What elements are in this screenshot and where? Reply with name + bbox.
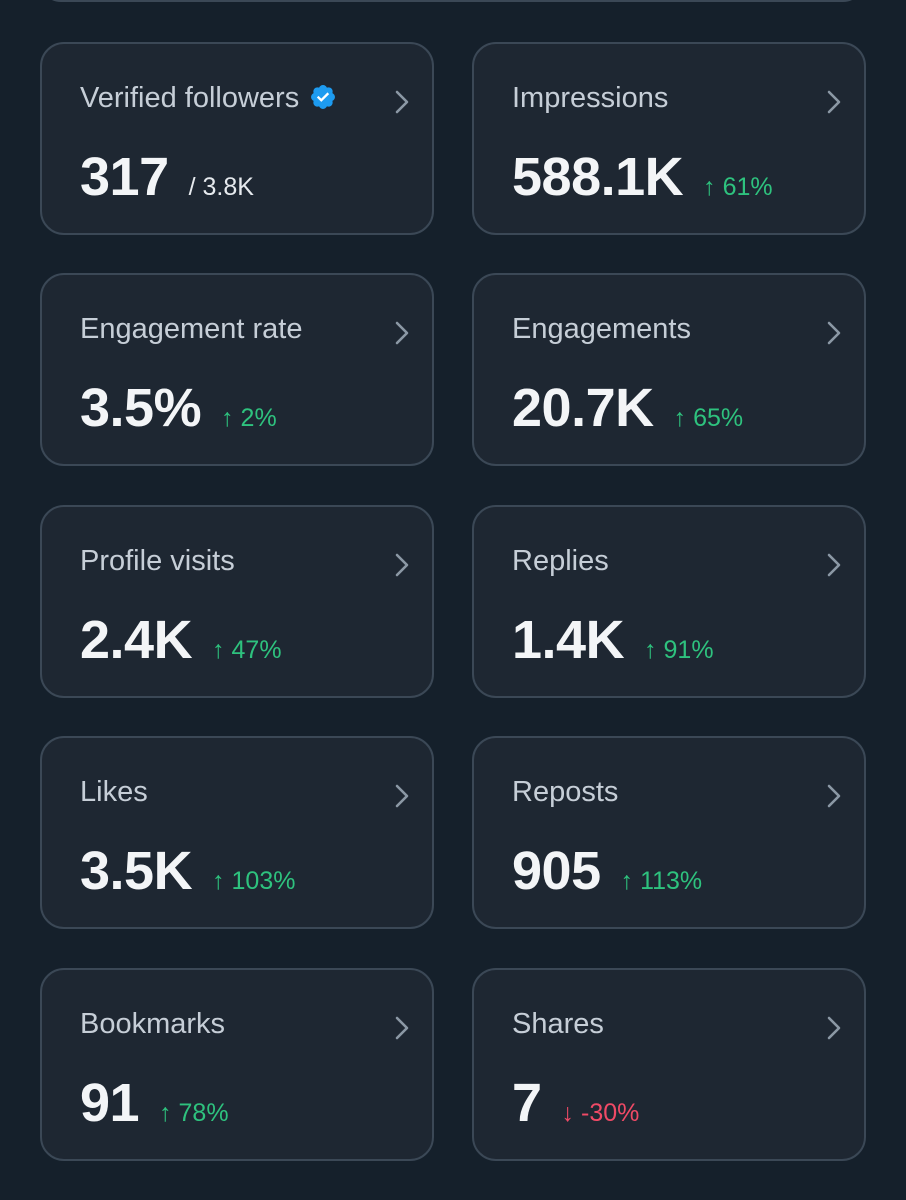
metric-value: 905	[512, 841, 601, 901]
metric-card-impressions[interactable]: Impressions 588.1K ↑ 61%	[472, 42, 866, 235]
chevron-right-icon	[827, 90, 841, 114]
verified-badge-icon	[311, 85, 336, 109]
metric-label: Engagements	[512, 313, 691, 345]
metric-value: 3.5%	[80, 378, 202, 438]
chevron-right-icon	[827, 321, 841, 345]
metric-change: ↑ 61%	[703, 173, 773, 202]
change-percent: 78%	[178, 1099, 229, 1127]
change-percent: -30%	[581, 1099, 640, 1127]
metric-card-reposts[interactable]: Reposts 905 ↑ 113%	[472, 736, 866, 929]
metric-card-replies[interactable]: Replies 1.4K ↑ 91%	[472, 505, 866, 698]
chevron-right-icon	[395, 321, 409, 345]
metric-card-bookmarks[interactable]: Bookmarks 91 ↑ 78%	[40, 968, 434, 1161]
arrow-up-icon: ↑	[644, 636, 664, 664]
metric-label: Replies	[512, 545, 609, 577]
metric-label: Impressions	[512, 82, 669, 114]
metric-label: Reposts	[512, 776, 619, 808]
chevron-right-icon	[395, 90, 409, 114]
metric-value: 588.1K	[512, 147, 684, 207]
change-percent: 113%	[640, 867, 703, 895]
chevron-right-icon	[395, 784, 409, 808]
metric-label: Shares	[512, 1008, 604, 1040]
previous-card-edge	[40, 0, 864, 2]
metric-change: ↑ 65%	[674, 404, 744, 433]
arrow-up-icon: ↑	[159, 1099, 179, 1127]
change-percent: 61%	[722, 173, 773, 201]
metric-change: ↑ 91%	[644, 636, 714, 665]
metric-card-shares[interactable]: Shares 7 ↓ -30%	[472, 968, 866, 1161]
metric-label: Bookmarks	[80, 1008, 226, 1040]
change-percent: 65%	[693, 404, 744, 432]
change-percent: 91%	[663, 636, 714, 664]
metric-label: Engagement rate	[80, 313, 303, 345]
metric-value: 91	[80, 1073, 140, 1133]
metric-change: ↑ 78%	[159, 1099, 229, 1128]
metric-label: Profile visits	[80, 545, 235, 577]
change-percent: 103%	[231, 867, 296, 895]
metric-label: Verified followers	[80, 82, 337, 115]
chevron-right-icon	[395, 1016, 409, 1040]
metric-label: Likes	[80, 776, 148, 808]
metric-card-profile-visits[interactable]: Profile visits 2.4K ↑ 47%	[40, 505, 434, 698]
metric-value: 317	[80, 147, 169, 207]
metric-change: ↑ 47%	[212, 636, 282, 665]
arrow-up-icon: ↑	[703, 173, 723, 201]
metric-value: 20.7K	[512, 378, 654, 438]
chevron-right-icon	[395, 553, 409, 577]
metric-change: ↑ 103%	[212, 867, 295, 896]
arrow-up-icon: ↑	[212, 867, 232, 895]
arrow-up-icon: ↑	[673, 404, 694, 432]
metric-card-likes[interactable]: Likes 3.5K ↑ 103%	[40, 736, 434, 929]
metric-change: ↓ -30%	[562, 1099, 640, 1128]
arrow-down-icon: ↓	[561, 1099, 581, 1127]
change-percent: 47%	[231, 636, 282, 664]
chevron-right-icon	[827, 784, 841, 808]
metric-change: ↑ 113%	[621, 867, 703, 896]
metric-card-engagement-rate[interactable]: Engagement rate 3.5% ↑ 2%	[40, 273, 434, 466]
metric-card-verified-followers[interactable]: Verified followers 317 / 3.8K	[40, 42, 434, 235]
arrow-up-icon: ↑	[620, 867, 641, 895]
metric-value: 1.4K	[512, 610, 625, 670]
metric-value: 3.5K	[80, 841, 193, 901]
metric-value: 7	[512, 1073, 542, 1133]
metric-total: / 3.8K	[188, 173, 254, 201]
chevron-right-icon	[827, 1016, 841, 1040]
arrow-up-icon: ↑	[212, 636, 232, 664]
change-percent: 2%	[240, 404, 277, 432]
metric-card-engagements[interactable]: Engagements 20.7K ↑ 65%	[472, 273, 866, 466]
arrow-up-icon: ↑	[221, 404, 241, 432]
metric-value: 2.4K	[80, 610, 193, 670]
metric-change: ↑ 2%	[221, 404, 277, 433]
chevron-right-icon	[827, 553, 841, 577]
